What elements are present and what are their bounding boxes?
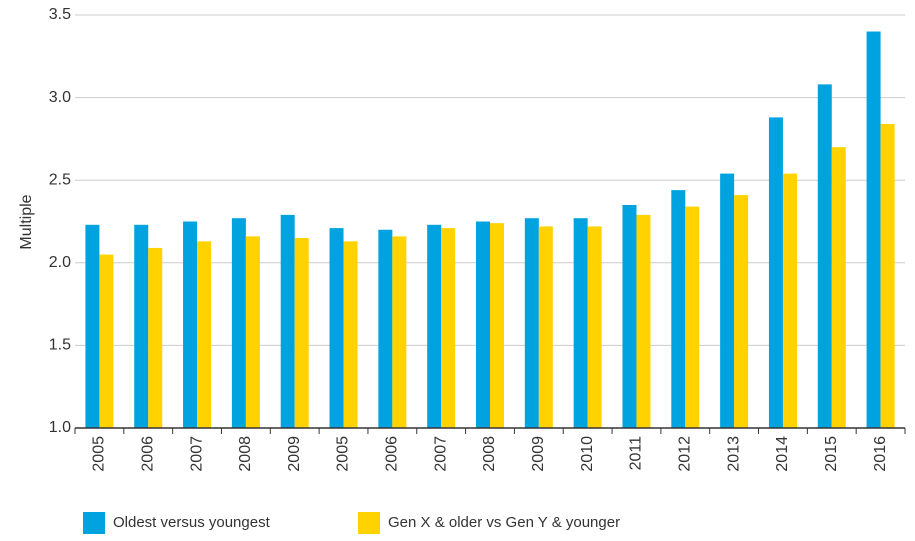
x-tick-label: 2007	[432, 436, 449, 472]
bar	[671, 190, 686, 428]
legend-swatch	[358, 512, 380, 534]
bar	[329, 228, 344, 428]
y-axis-label: Multiple	[18, 194, 35, 249]
x-tick-label: 2008	[237, 436, 254, 472]
bar	[231, 218, 246, 428]
x-tick-label: 2006	[139, 436, 156, 472]
x-tick-label: 2009	[286, 436, 303, 472]
bar	[734, 195, 749, 428]
bar	[573, 218, 588, 428]
bar	[768, 117, 783, 428]
bar	[197, 241, 212, 428]
bar	[622, 204, 637, 428]
legend-swatch	[83, 512, 105, 534]
x-tick-label: 2016	[872, 436, 889, 472]
x-tick-label: 2006	[384, 436, 401, 472]
bar	[427, 224, 442, 428]
x-tick-label: 2007	[188, 436, 205, 472]
bar	[85, 224, 100, 428]
bar	[183, 221, 198, 428]
bar	[134, 224, 149, 428]
bar	[148, 247, 163, 428]
y-tick-label: 1.5	[49, 337, 71, 354]
bar	[817, 84, 832, 428]
bar	[294, 238, 309, 428]
bar	[587, 226, 602, 428]
x-tick-label: 2010	[579, 436, 596, 472]
bar	[490, 223, 504, 428]
x-tick-label: 2011	[628, 436, 645, 471]
bar	[378, 229, 393, 428]
bar	[831, 147, 846, 428]
y-tick-label: 2.0	[49, 254, 71, 271]
bar	[880, 124, 895, 429]
y-tick-label: 3.5	[49, 6, 71, 23]
bar	[524, 218, 539, 428]
x-tick-label: 2012	[677, 436, 694, 472]
legend-label: Gen X & older vs Gen Y & younger	[388, 514, 620, 531]
y-tick-label: 2.5	[49, 171, 71, 188]
x-tick-label: 2005	[335, 436, 352, 472]
legend-label: Oldest versus youngest	[113, 514, 271, 531]
bar	[720, 173, 735, 428]
bar	[538, 226, 553, 428]
x-tick-label: 2009	[530, 436, 547, 472]
x-tick-label: 2015	[823, 436, 840, 472]
x-tick-label: 2005	[91, 436, 108, 472]
bar	[685, 206, 700, 428]
bar	[476, 221, 490, 428]
x-tick-label: 2008	[481, 436, 498, 472]
bar	[280, 214, 295, 428]
bar	[245, 236, 260, 428]
bar	[636, 214, 651, 428]
bar	[392, 236, 407, 428]
y-tick-label: 1.0	[49, 419, 71, 436]
y-tick-label: 3.0	[49, 89, 71, 106]
bar	[866, 31, 881, 429]
bar	[441, 228, 456, 428]
x-tick-label: 2013	[725, 436, 742, 472]
x-tick-label: 2014	[774, 436, 791, 472]
bar	[343, 241, 358, 428]
bar	[99, 254, 114, 428]
bar	[782, 173, 797, 428]
